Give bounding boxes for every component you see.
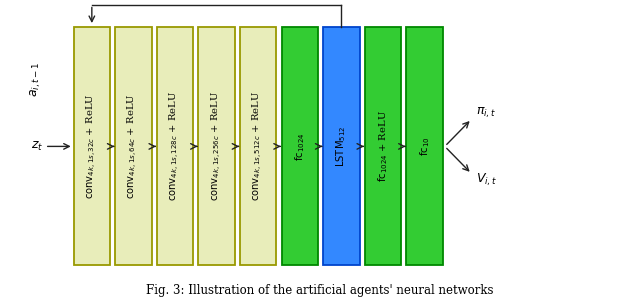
Text: $\mathrm{LSTM}_{512}$: $\mathrm{LSTM}_{512}$ bbox=[335, 126, 348, 167]
Text: $\mathrm{conv}_{4k,1s,128c}$ + ReLU: $\mathrm{conv}_{4k,1s,128c}$ + ReLU bbox=[168, 92, 182, 201]
Text: $\mathrm{fc}_{1024}$ + ReLU: $\mathrm{fc}_{1024}$ + ReLU bbox=[376, 110, 390, 182]
Text: $\mathrm{fc}_{10}$: $\mathrm{fc}_{10}$ bbox=[418, 137, 431, 156]
Text: $\pi_{i,t}$: $\pi_{i,t}$ bbox=[476, 106, 496, 120]
Text: Fig. 3: Illustration of the artificial agents' neural networks: Fig. 3: Illustration of the artificial a… bbox=[147, 284, 493, 297]
Text: $z_t$: $z_t$ bbox=[31, 140, 43, 153]
Bar bbox=[240, 27, 276, 265]
Bar bbox=[115, 27, 152, 265]
Text: $\mathrm{conv}_{4k,1s,32c}$ + ReLU: $\mathrm{conv}_{4k,1s,32c}$ + ReLU bbox=[84, 94, 99, 199]
Bar bbox=[198, 27, 235, 265]
Bar bbox=[323, 27, 360, 265]
Text: $\mathrm{conv}_{4k,1s,512c}$ + ReLU: $\mathrm{conv}_{4k,1s,512c}$ + ReLU bbox=[251, 92, 266, 201]
Bar bbox=[406, 27, 443, 265]
Bar bbox=[74, 27, 110, 265]
Text: $V_{i,t}$: $V_{i,t}$ bbox=[476, 172, 497, 188]
Bar bbox=[157, 27, 193, 265]
Bar bbox=[282, 27, 318, 265]
Text: $a_{i,t-1}$: $a_{i,t-1}$ bbox=[29, 62, 43, 97]
Text: $\mathrm{fc}_{1024}$: $\mathrm{fc}_{1024}$ bbox=[293, 132, 307, 161]
Text: $\mathrm{conv}_{4k,1s,256c}$ + ReLU: $\mathrm{conv}_{4k,1s,256c}$ + ReLU bbox=[209, 92, 224, 201]
Text: $\mathrm{conv}_{4k,1s,64c}$ + ReLU: $\mathrm{conv}_{4k,1s,64c}$ + ReLU bbox=[126, 94, 141, 199]
Bar bbox=[365, 27, 401, 265]
